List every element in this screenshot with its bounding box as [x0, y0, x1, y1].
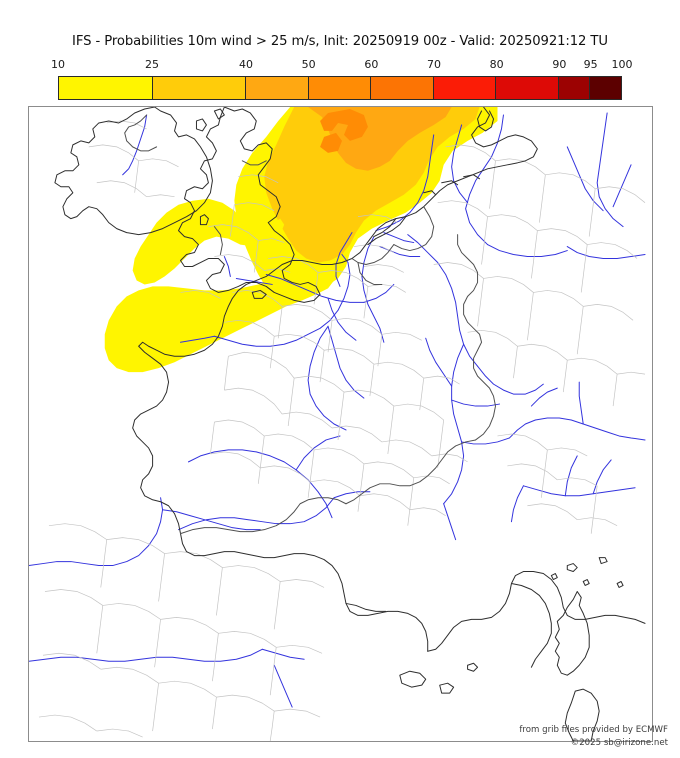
- colorbar-tick-60: 60: [364, 58, 379, 71]
- colorbar-tick-50: 50: [301, 58, 316, 71]
- prob-area-northsea-25: [264, 107, 480, 263]
- probability-shading-layer: [104, 107, 498, 373]
- colorbar-tick-100: 100: [611, 58, 633, 71]
- colorbar-segment-80-90: [496, 77, 559, 99]
- administrative-borders-layer: [38, 120, 646, 741]
- page-title: IFS - Probabilities 10m wind > 25 m/s, I…: [72, 34, 608, 49]
- colorbar-segment-40-50: [246, 77, 309, 99]
- map-frame[interactable]: [28, 106, 653, 742]
- colorbar-segment-90-95: [558, 77, 590, 99]
- colorbar-tick-70: 70: [427, 58, 441, 71]
- colorbar-tick-labels: 10 25 40 50 60 70 80 90 95 100: [51, 58, 633, 74]
- prob-area-celticsea-10: [104, 268, 335, 373]
- colorbar-segment-70-80: [433, 77, 497, 99]
- colorbar-segment-60-70: [371, 77, 434, 99]
- colorbar-segment-25-40: [152, 77, 247, 99]
- colorbar-segment-50-60: [308, 77, 372, 99]
- prob-core-northsea-45: [320, 108, 368, 141]
- colorbar-tick-25: 25: [145, 58, 159, 71]
- colorbar-container: 10 25 40 50 60 70 80 90 95 100: [51, 58, 633, 102]
- colorbar-tick-95: 95: [583, 58, 598, 71]
- colorbar-tick-40: 40: [239, 58, 253, 71]
- colorbar-tick-80: 80: [489, 58, 504, 71]
- colorbar: [58, 76, 622, 100]
- map-canvas[interactable]: [29, 107, 652, 741]
- rivers-layer: [29, 112, 646, 708]
- prob-area-irishsea-10: [132, 198, 285, 285]
- colorbar-segment-10-25: [59, 77, 153, 99]
- colorbar-segment-95-100: [589, 77, 621, 99]
- colorbar-tick-10: 10: [51, 58, 65, 71]
- prob-core-northsea-45b: [320, 132, 342, 153]
- colorbar-tick-90: 90: [552, 58, 567, 71]
- coastline-layer: [54, 107, 646, 741]
